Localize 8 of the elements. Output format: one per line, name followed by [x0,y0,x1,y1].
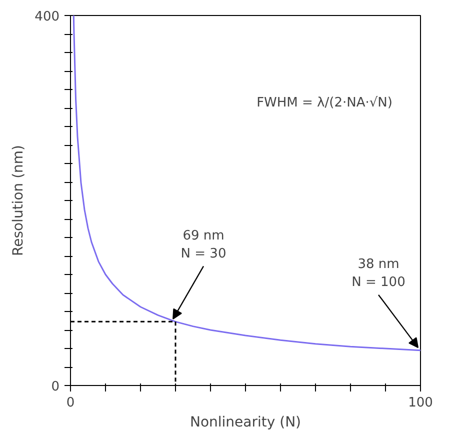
line-series [72,16,420,352]
y-tick-label: 400 [34,10,60,24]
annotation: 38 nm N = 100 [352,257,406,290]
x-axis-title: Nonlinearity (N) [190,414,302,430]
y-axis-title: Resolution (nm) [10,144,27,256]
annotation: FWHM = λ/(2·NA·√N) [256,96,392,110]
x-tick-label: 100 [408,396,433,410]
annotation: 69 nm N = 30 [180,228,226,262]
